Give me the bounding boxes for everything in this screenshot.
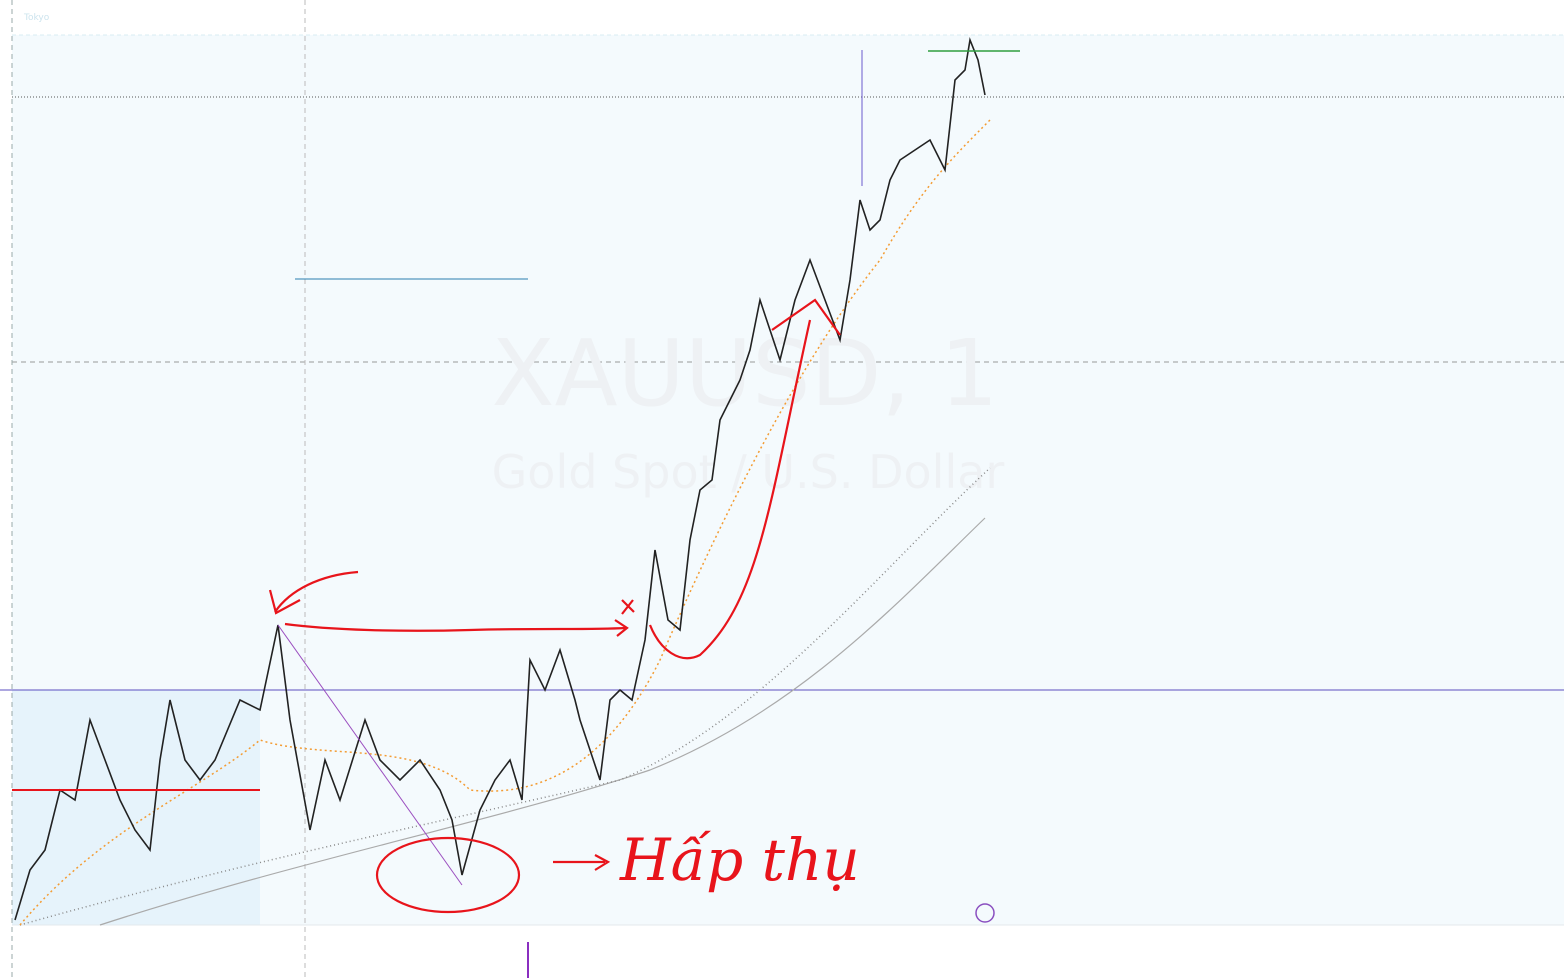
fib-line <box>277 624 463 886</box>
watermark-symbol: XAUUSD, 1 <box>492 320 999 427</box>
volume-profile-zone <box>12 690 260 925</box>
ma-mid <box>19 467 991 926</box>
watermark-description: Gold Spot / U.S. Dollar <box>492 445 1005 499</box>
annotation-text: Hấp thụ <box>619 826 860 894</box>
annotations <box>268 298 841 914</box>
price-path <box>14 37 986 921</box>
ma-fast <box>19 119 991 926</box>
ma-slow <box>99 517 986 926</box>
replay-icon[interactable] <box>975 903 995 923</box>
session-label: Tokyo <box>23 13 50 23</box>
plot-area <box>12 35 1564 925</box>
